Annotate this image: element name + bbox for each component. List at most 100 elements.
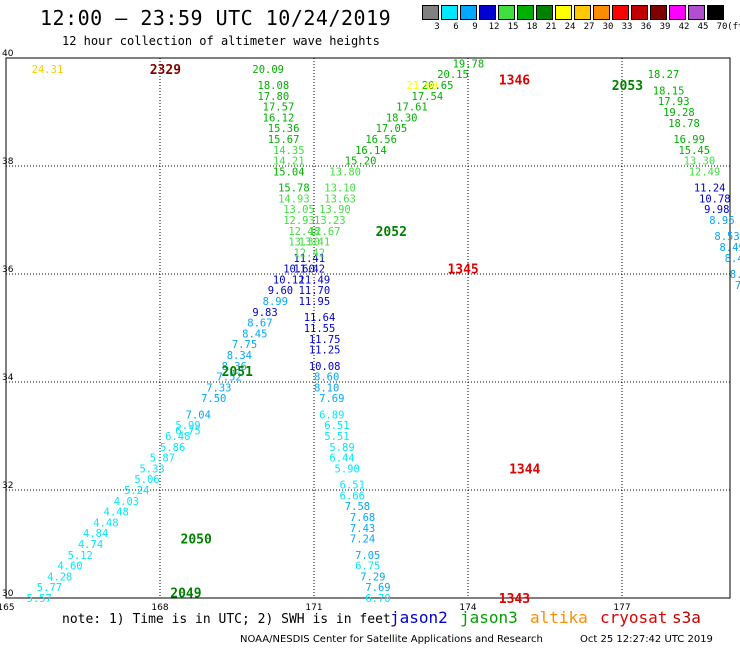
wave-height-value: 17.93 xyxy=(658,96,690,108)
wave-height-value: 4.74 xyxy=(78,539,103,551)
wave-height-value: 11.95 xyxy=(299,296,331,308)
wave-height-value: 7.43 xyxy=(350,523,375,535)
orbit-number-label: 2053 xyxy=(612,79,643,94)
wave-height-value: 13.90 xyxy=(319,204,351,216)
legend-level-label: 3 xyxy=(434,22,440,32)
wave-height-value: 5.90 xyxy=(335,463,360,475)
page-title: 12:00 – 23:59 UTC 10/24/2019 xyxy=(40,6,392,30)
wave-height-value: 17.54 xyxy=(412,91,444,103)
wave-height-value: 16.99 xyxy=(673,134,705,146)
wave-height-value: 6.89 xyxy=(319,409,344,421)
legend-level-label: 15 xyxy=(507,22,519,32)
satellite-name-jason2: jason2 xyxy=(390,608,448,627)
wave-height-value: 14.93 xyxy=(278,193,310,205)
wave-height-value: 4.60 xyxy=(57,561,82,573)
satellite-name-cryosat: cryosat xyxy=(600,608,668,627)
legend-swatch xyxy=(422,5,439,20)
wave-height-value: 7.68 xyxy=(350,512,375,524)
orbit-number-label: 1346 xyxy=(499,74,530,89)
legend-swatch xyxy=(517,5,534,20)
legend-level-label: 9 xyxy=(472,22,478,32)
satellite-name-altika: altika xyxy=(530,608,588,627)
wave-height-value: 13.23 xyxy=(314,215,346,227)
legend-swatch xyxy=(536,5,553,20)
wave-height-value: 9.60 xyxy=(268,285,293,297)
wave-height-value: 4.48 xyxy=(104,507,129,519)
legend-level-label: 70 xyxy=(716,22,728,32)
legend-level-label: 33 xyxy=(621,22,633,32)
wave-height-value: 16.14 xyxy=(355,145,387,157)
wave-height-value: 16.56 xyxy=(365,134,397,146)
orbit-number-label: 2329 xyxy=(150,63,181,78)
latitude-tick-label: 40 xyxy=(2,49,14,59)
wave-height-value: 15.04 xyxy=(273,166,305,178)
wave-height-value: 11.70 xyxy=(299,285,331,297)
orbit-number-label: 1344 xyxy=(509,462,540,477)
wave-height-value: 18.15 xyxy=(653,85,685,97)
wave-height-value: 5.99 xyxy=(175,420,200,432)
wave-height-value: 13.41 xyxy=(299,237,331,249)
wave-height-value: 8.10 xyxy=(314,382,339,394)
wave-height-value: 13.30 xyxy=(684,156,716,168)
wave-height-value: 10.08 xyxy=(309,361,341,373)
wave-height-value: 12.67 xyxy=(309,226,341,238)
wave-height-value: 5.12 xyxy=(68,550,93,562)
wave-height-value: 21.60 xyxy=(406,80,438,92)
wave-height-value: 15.45 xyxy=(678,145,710,157)
legend-swatch xyxy=(650,5,667,20)
legend-level-label: 42 xyxy=(678,22,690,32)
wave-height-value: 8.96 xyxy=(709,215,734,227)
wave-height-value: 7.69 xyxy=(365,582,390,594)
wave-height-value: 8.45 xyxy=(242,328,267,340)
wave-height-value: 8.34 xyxy=(227,350,252,362)
wave-height-value: 11.64 xyxy=(304,312,336,324)
legend-level-label: 6 xyxy=(453,22,459,32)
wave-height-value: 7.33 xyxy=(206,382,231,394)
wave-height-value: 7.69 xyxy=(319,393,344,405)
legend-swatch xyxy=(669,5,686,20)
wave-height-value: 10.12 xyxy=(273,274,305,286)
wave-height-value: 18.08 xyxy=(258,80,290,92)
wave-height-value: 4.48 xyxy=(93,517,118,529)
latitude-tick-label: 32 xyxy=(2,481,13,491)
legend-level-label: 21 xyxy=(545,22,557,32)
longitude-tick-label: 168 xyxy=(151,603,168,613)
legend-level-label: 30 xyxy=(602,22,614,32)
wave-height-value: 18.30 xyxy=(386,112,418,124)
wave-height-value: 10.60 xyxy=(283,264,315,276)
legend-swatch xyxy=(574,5,591,20)
wave-height-value: 13.30 xyxy=(288,237,320,249)
wave-height-value: 11.41 xyxy=(293,253,325,265)
wave-height-value: 17.80 xyxy=(258,91,290,103)
wave-height-value: 5.24 xyxy=(124,485,149,497)
wave-height-value: 4.03 xyxy=(114,496,139,508)
wave-height-value: 5.51 xyxy=(324,431,349,443)
orbit-number-label: 2051 xyxy=(222,365,253,380)
wave-height-value: 13.05 xyxy=(283,204,315,216)
longitude-tick-label: 171 xyxy=(305,603,322,613)
wave-height-value: 11.24 xyxy=(694,183,726,195)
wave-height-value: 11.75 xyxy=(309,334,341,346)
footer-note: note: 1) Time is in UTC; 2) SWH is in fe… xyxy=(62,612,391,627)
wave-height-value: 13.80 xyxy=(329,166,361,178)
wave-height-value: 9.98 xyxy=(704,204,729,216)
legend-swatch xyxy=(688,5,705,20)
latitude-tick-label: 38 xyxy=(2,157,14,167)
wave-height-value: 17.05 xyxy=(376,123,408,135)
legend-unit: (ft) xyxy=(727,22,740,32)
wave-height-value: 6.48 xyxy=(165,431,190,443)
legend-level-label: 27 xyxy=(583,22,595,32)
wave-height-value: 18.27 xyxy=(648,69,680,81)
wave-height-value: 8.36 xyxy=(222,361,247,373)
wave-height-value: 5.86 xyxy=(160,442,185,454)
wave-height-value: 19.78 xyxy=(453,58,485,70)
legend-level-label: 39 xyxy=(659,22,671,32)
wave-height-value: 7.04 xyxy=(186,409,211,421)
wave-height-value: 6.44 xyxy=(329,453,354,465)
wave-height-value: 11.25 xyxy=(309,345,341,357)
latitude-tick-label: 30 xyxy=(2,589,14,599)
wave-height-value: 18.78 xyxy=(668,118,700,130)
legend-swatch xyxy=(441,5,458,20)
